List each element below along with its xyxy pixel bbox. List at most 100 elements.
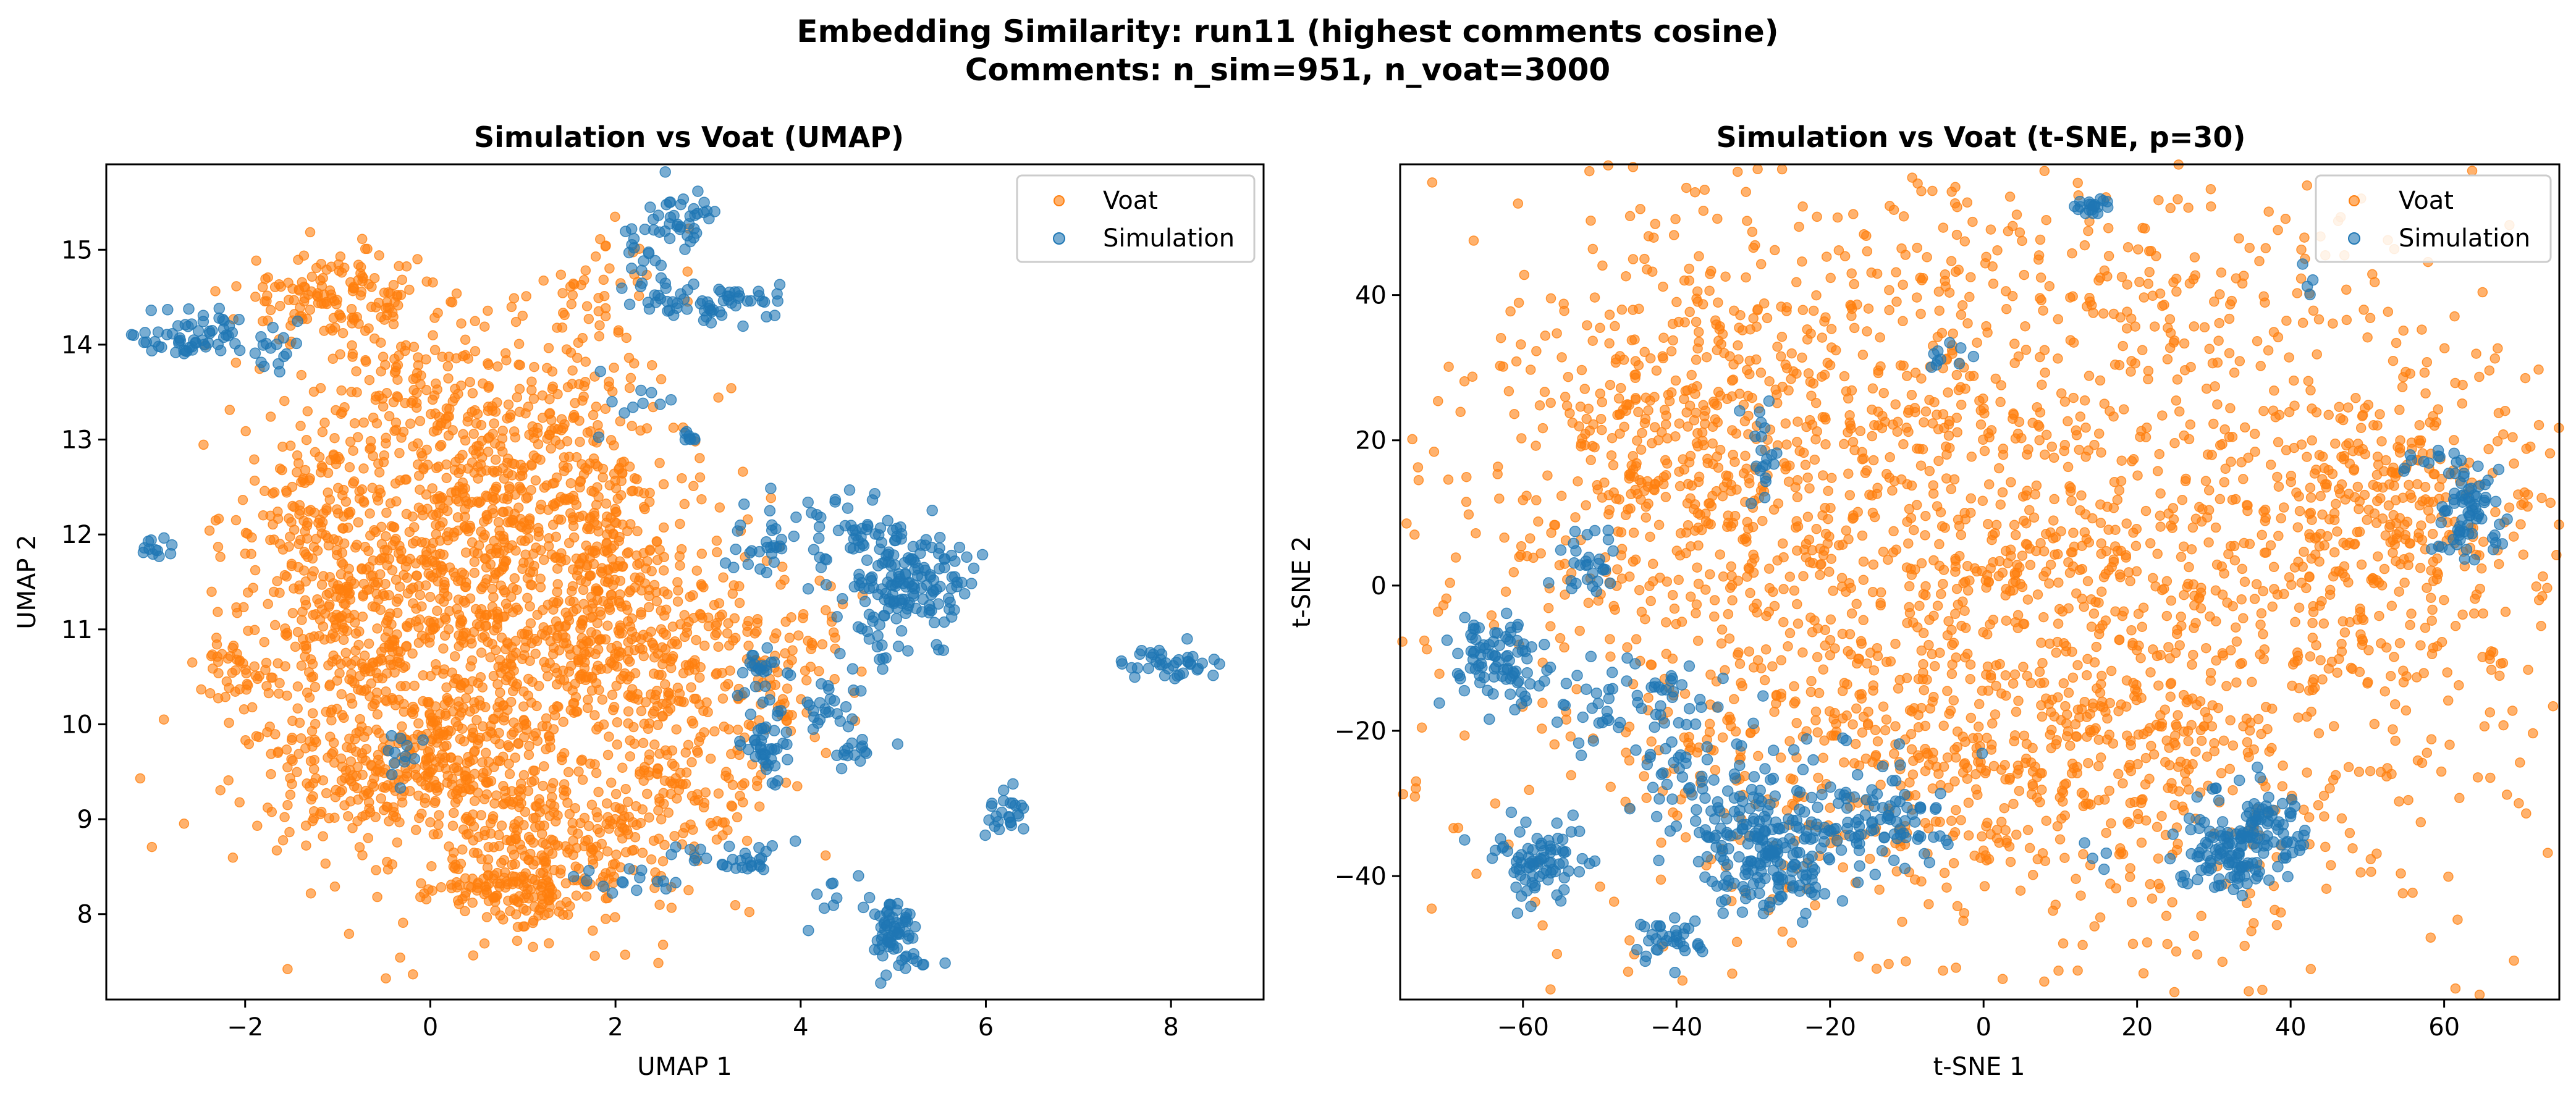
umap-voat-point — [752, 627, 761, 636]
umap-voat-point — [433, 577, 442, 586]
umap-voat-point — [604, 732, 614, 741]
umap-voat-point — [753, 618, 762, 628]
tsne-voat-point — [1723, 610, 1733, 619]
tsne-voat-point — [1892, 297, 1901, 306]
umap-voat-point — [504, 492, 513, 501]
tsne-voat-point — [2300, 233, 2309, 242]
umap-voat-point — [727, 749, 736, 759]
umap-simulation-point — [850, 750, 860, 760]
umap-simulation-point — [666, 395, 677, 405]
umap-voat-point — [303, 406, 312, 416]
umap-voat-point — [365, 639, 374, 648]
umap-voat-point — [313, 291, 322, 300]
tsne-voat-point — [1531, 441, 1540, 450]
umap-voat-point — [581, 357, 590, 366]
umap-voat-point — [496, 668, 505, 678]
umap-voat-point — [428, 331, 437, 340]
umap-voat-point — [294, 285, 303, 294]
tsne-voat-point — [2163, 940, 2172, 949]
umap-voat-point — [300, 652, 310, 661]
umap-voat-point — [657, 374, 666, 384]
umap-voat-point — [550, 424, 559, 433]
umap-voat-point — [685, 661, 694, 670]
tsne-voat-point — [1942, 883, 1951, 892]
tsne-voat-point — [2188, 523, 2197, 533]
umap-voat-point — [530, 562, 539, 571]
tsne-voat-point — [1826, 273, 1835, 282]
umap-simulation-point — [978, 549, 988, 560]
tsne-voat-point — [1885, 285, 1894, 295]
umap-voat-point — [484, 383, 493, 392]
umap-voat-point — [558, 288, 567, 298]
umap-voat-point — [675, 520, 685, 529]
umap-voat-point — [285, 532, 295, 541]
umap-voat-point — [524, 524, 533, 533]
tsne-voat-point — [2071, 720, 2080, 729]
tsne-voat-point — [2061, 702, 2070, 711]
umap-voat-point — [514, 786, 523, 796]
umap-voat-point — [331, 455, 340, 464]
umap-voat-point — [733, 725, 743, 735]
umap-voat-point — [489, 843, 499, 852]
tsne-voat-point — [1865, 854, 1875, 864]
umap-voat-point — [473, 549, 483, 558]
umap-voat-point — [593, 661, 602, 670]
umap-voat-point — [251, 731, 261, 741]
umap-voat-point — [552, 617, 561, 626]
umap-voat-point — [570, 398, 580, 408]
umap-voat-point — [464, 882, 473, 891]
tsne-voat-point — [2485, 366, 2494, 375]
umap-voat-point — [728, 780, 738, 790]
umap-voat-point — [486, 653, 495, 662]
umap-simulation-point — [645, 202, 656, 213]
tsne-voat-point — [1728, 596, 1737, 605]
tsne-voat-point — [1534, 517, 1543, 526]
umap-voat-point — [287, 735, 297, 744]
umap-voat-point — [517, 536, 526, 545]
umap-simulation-point — [685, 844, 696, 855]
umap-voat-point — [521, 643, 530, 652]
umap-voat-point — [539, 762, 549, 771]
umap-voat-point — [467, 407, 476, 416]
umap-voat-point — [590, 951, 599, 961]
umap-simulation-point — [877, 951, 888, 961]
umap-voat-point — [216, 552, 225, 562]
tsne-voat-point — [1668, 591, 1678, 600]
umap-voat-point — [793, 781, 802, 791]
umap-legend-simulation-marker — [1054, 233, 1065, 244]
umap-voat-point — [531, 476, 540, 485]
tsne-voat-point — [2270, 386, 2279, 395]
umap-simulation-point — [940, 958, 950, 969]
umap-voat-point — [291, 642, 300, 651]
umap-voat-point — [639, 630, 648, 639]
umap-voat-point — [468, 898, 477, 907]
tsne-voat-point — [2084, 576, 2093, 586]
umap-voat-point — [392, 630, 402, 639]
umap-voat-point — [391, 536, 400, 545]
umap-voat-point — [505, 769, 515, 778]
umap-voat-point — [260, 638, 269, 647]
umap-voat-point — [266, 749, 276, 759]
umap-voat-point — [345, 463, 354, 472]
umap-voat-point — [602, 799, 612, 808]
umap-voat-point — [506, 836, 515, 846]
umap-voat-point — [659, 587, 669, 596]
tsne-voat-point — [1490, 799, 1500, 808]
umap-voat-point — [650, 653, 659, 662]
umap-voat-point — [609, 705, 618, 715]
umap-simulation-point — [670, 877, 681, 888]
umap-voat-point — [523, 593, 532, 602]
umap-simulation-point — [655, 399, 665, 410]
tsne-voat-point — [1938, 410, 1948, 419]
umap-simulation-point — [956, 578, 967, 588]
tsne-voat-point — [2071, 426, 2080, 435]
umap-voat-point — [235, 798, 244, 807]
tsne-voat-point — [1685, 307, 1694, 316]
umap-xtick-label: 6 — [978, 1013, 994, 1042]
umap-voat-point — [659, 523, 669, 532]
umap-voat-point — [430, 313, 439, 322]
tsne-voat-point — [1991, 661, 2001, 670]
umap-voat-point — [550, 478, 559, 487]
umap-voat-point — [488, 584, 497, 594]
umap-voat-point — [711, 631, 720, 640]
